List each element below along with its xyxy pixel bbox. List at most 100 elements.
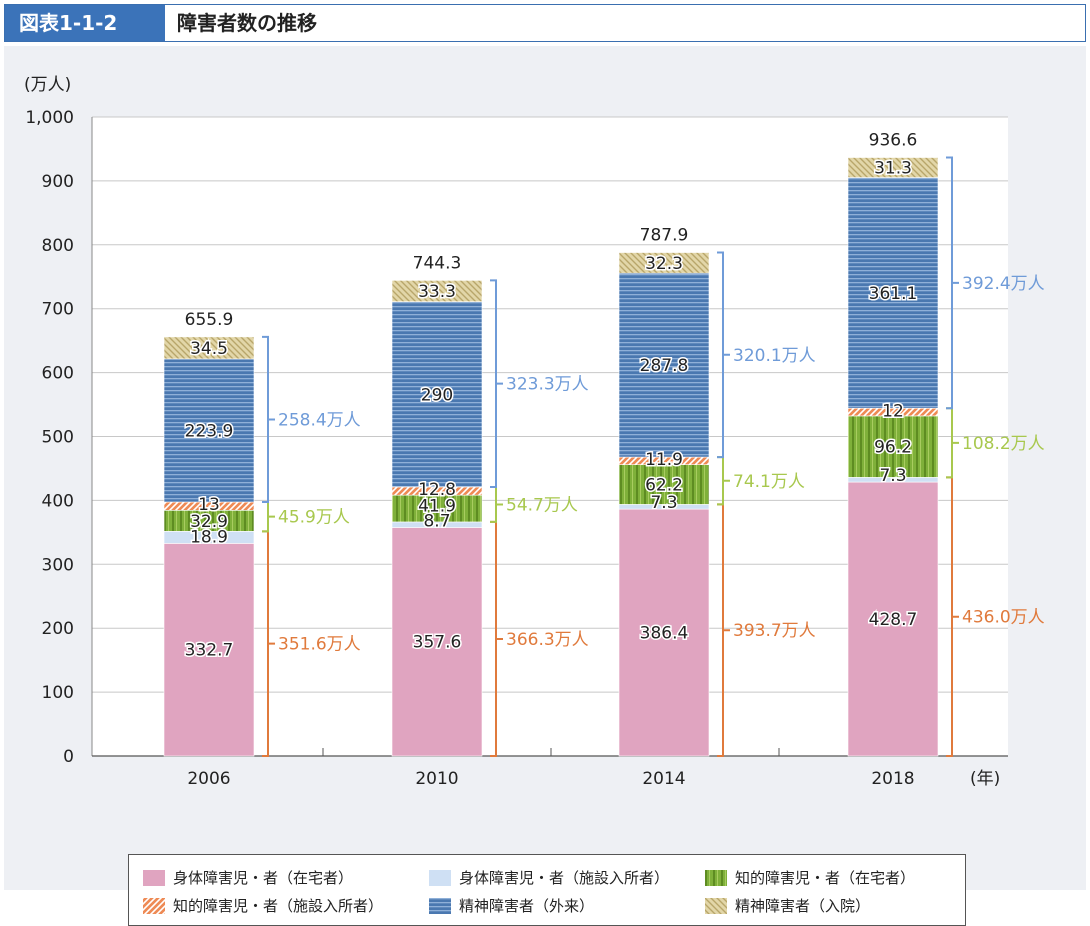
- bar-total-label: 787.9: [640, 226, 689, 246]
- bar-value-label-mental-inpatient: 34.5: [190, 339, 228, 359]
- x-tick-label: 2010: [415, 769, 458, 789]
- group-total-label: 320.1万人: [733, 346, 816, 366]
- bar-value-label-mental-outpatient: 223.9: [185, 421, 234, 441]
- stacked-bar-chart: 0 100 200 300 400 500 600 700 800 900 1,000 332.7 1…: [24, 75, 1045, 789]
- group-total-label: 392.4万人: [962, 274, 1045, 294]
- y-tick-label: 400: [42, 491, 74, 511]
- legend-swatch-mental-outpatient: [429, 897, 451, 914]
- legend-item-intellectual-home: 知的障害児・者（在宅者）: [705, 867, 915, 887]
- y-tick-label: 800: [42, 236, 74, 256]
- legend-item-mental-inpatient: 精神障害者（入院）: [705, 895, 870, 915]
- bar-segment-mental-inpatient: [847, 157, 939, 178]
- y-tick-label: 500: [42, 428, 74, 448]
- group-total-label: 108.2万人: [962, 434, 1045, 454]
- bar-value-label-mental-outpatient: 361.1: [869, 284, 918, 304]
- bar-value-label-intellectual-home: 96.2: [874, 438, 912, 458]
- bar-value-label-mental-inpatient: 32.3: [645, 254, 683, 274]
- legend-label: 精神障害者（入院）: [735, 897, 871, 915]
- group-total-label: 393.7万人: [733, 621, 816, 641]
- bar-value-label-physical-home: 332.7: [185, 641, 234, 661]
- figure-header: 図表1-1-2 障害者数の推移: [4, 4, 1086, 42]
- bar-segment-mental-outpatient: [391, 301, 483, 488]
- bar-value-label-physical-home: 428.7: [869, 610, 918, 630]
- y-tick-label: 600: [42, 364, 74, 384]
- y-tick-label: 300: [42, 555, 74, 575]
- legend-label: 精神障害者（外来）: [459, 897, 595, 915]
- bar-value-label-physical-facility: 18.9: [190, 527, 228, 547]
- bar-segment-mental-inpatient: [391, 280, 483, 302]
- legend-swatch-intellectual-home: [705, 869, 727, 886]
- bar-value-label-physical-facility: 8.7: [423, 511, 450, 531]
- legend-label: 身体障害児・者（在宅者）: [173, 869, 354, 887]
- bar-segment-intellectual-home: [391, 494, 483, 523]
- legend-item-intellectual-facility: 知的障害児・者（施設入所者）: [143, 895, 383, 915]
- legend-label: 知的障害児・者（施設入所者）: [173, 897, 384, 915]
- bar-segment-mental-outpatient: [618, 272, 710, 458]
- bar-total-label: 744.3: [413, 253, 462, 273]
- figure-number: 図表1-1-2: [5, 5, 165, 41]
- legend-swatch-physical-home: [143, 869, 165, 886]
- bar-segment-intellectual-home: [618, 464, 710, 505]
- y-tick-label: 700: [42, 300, 74, 320]
- legend-item-physical-home: 身体障害児・者（在宅者）: [143, 867, 353, 887]
- group-total-label: 436.0万人: [962, 608, 1045, 628]
- bar-value-label-intellectual-home: 32.9: [190, 512, 228, 532]
- group-bracket: [262, 335, 275, 503]
- group-bracket: [717, 251, 730, 459]
- x-tick-label: 2006: [187, 769, 230, 789]
- legend-label: 知的障害児・者（在宅者）: [735, 869, 916, 887]
- chart-panel: 0 100 200 300 400 500 600 700 800 900 1,000 332.7 1…: [4, 46, 1086, 926]
- bar-value-label-physical-home: 357.6: [413, 633, 462, 653]
- bar-value-label-mental-outpatient: 287.8: [640, 356, 689, 376]
- bar-value-label-mental-inpatient: 33.3: [418, 282, 456, 302]
- group-bracket: [946, 156, 959, 410]
- group-total-label: 258.4万人: [278, 410, 361, 430]
- figure-title: 障害者数の推移: [177, 11, 317, 35]
- y-tick-label: 0: [63, 747, 74, 767]
- bar-segment-physical-home: [847, 481, 939, 757]
- bar-value-label-intellectual-home: 62.2: [645, 476, 683, 496]
- chart-legend: 身体障害児・者（在宅者） 身体障害児・者（施設入所者） 知的障害児・者（在宅者）…: [128, 854, 966, 926]
- bar-segment-physical-home: [391, 527, 483, 757]
- legend-swatch-intellectual-facility: [143, 897, 165, 914]
- group-total-label: 351.6万人: [278, 635, 361, 655]
- bar-segment-mental-outpatient: [163, 358, 255, 503]
- bar-total-label: 936.6: [869, 131, 918, 151]
- group-total-label: 45.9万人: [278, 508, 350, 528]
- bar-value-label-physical-facility: 7.3: [650, 493, 677, 513]
- y-tick-label: 900: [42, 172, 74, 192]
- bar-segment-physical-home: [618, 508, 710, 757]
- bar-value-label-intellectual-facility: 13: [198, 495, 220, 515]
- bar-value-label-mental-outpatient: 290: [421, 385, 453, 405]
- group-total-label: 323.3万人: [506, 375, 589, 395]
- legend-swatch-mental-inpatient: [705, 897, 727, 914]
- bar-total-label: 655.9: [185, 310, 234, 330]
- bar-segment-mental-inpatient: [163, 336, 255, 360]
- y-axis-unit-label: (万人): [24, 75, 71, 95]
- bar-value-label-physical-home: 386.4: [640, 624, 689, 644]
- bar-segment-mental-outpatient: [847, 177, 939, 409]
- group-total-label: 74.1万人: [733, 472, 805, 492]
- group-total-label: 366.3万人: [506, 630, 589, 650]
- group-bracket: [490, 279, 503, 488]
- x-tick-label: 2018: [871, 769, 914, 789]
- y-tick-label: 1,000: [25, 108, 74, 128]
- legend-item-physical-facility: 身体障害児・者（施設入所者）: [429, 867, 669, 887]
- legend-swatch-physical-facility: [429, 869, 451, 886]
- bar-value-label-intellectual-facility: 11.9: [645, 450, 683, 470]
- bar-segment-intellectual-home: [847, 415, 939, 478]
- legend-label: 身体障害児・者（施設入所者）: [459, 869, 670, 887]
- bar-value-label-mental-inpatient: 31.3: [874, 159, 912, 179]
- bar-value-label-intellectual-facility: 12.8: [418, 480, 456, 500]
- y-tick-label: 200: [42, 619, 74, 639]
- y-tick-label: 100: [42, 683, 74, 703]
- group-total-label: 54.7万人: [506, 495, 578, 515]
- legend-item-mental-outpatient: 精神障害者（外来）: [429, 895, 594, 915]
- bar-segment-mental-inpatient: [618, 252, 710, 274]
- page: 図表1-1-2 障害者数の推移: [4, 4, 1086, 926]
- x-axis-unit-label: (年): [970, 769, 1000, 789]
- bar-value-label-intellectual-facility: 12: [882, 401, 904, 421]
- bar-value-label-intellectual-home: 41.9: [418, 496, 456, 516]
- bar-value-label-physical-facility: 7.3: [879, 466, 906, 486]
- x-tick-label: 2014: [642, 769, 685, 789]
